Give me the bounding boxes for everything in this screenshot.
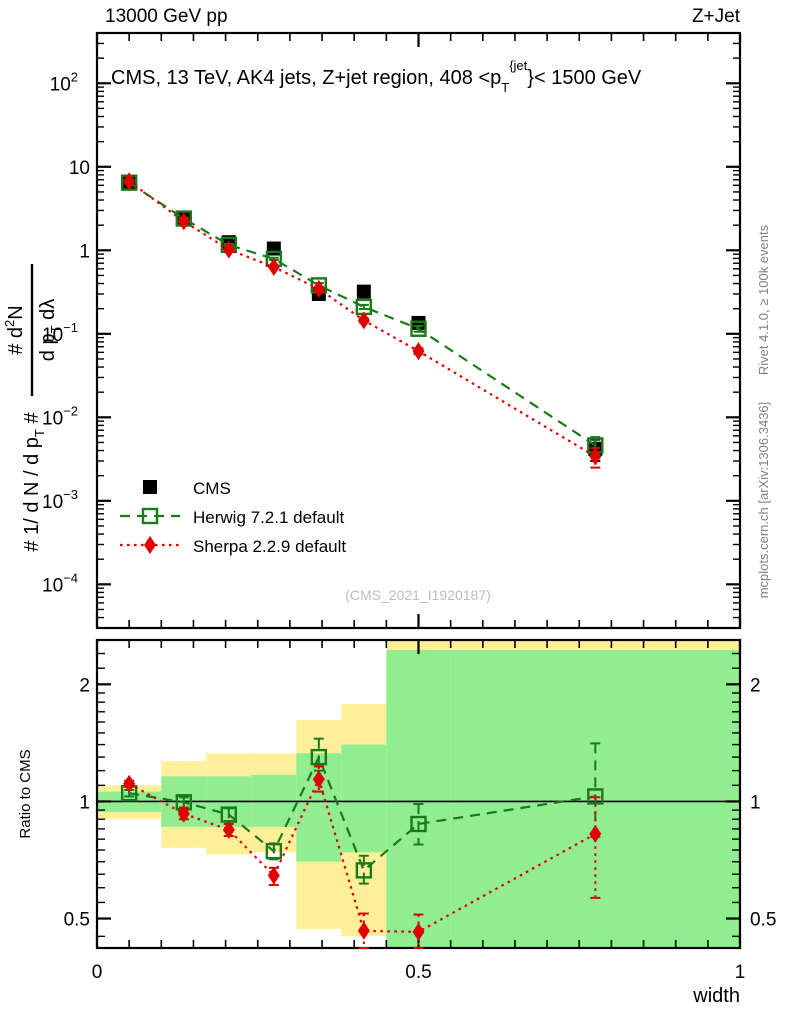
main-panel-title: CMS, 13 TeV, AK4 jets, Z+jet region, 408… xyxy=(111,58,642,95)
x-axis-label: width xyxy=(692,985,740,1007)
x-axis-ticks xyxy=(95,33,742,628)
ratio-series-sherpa xyxy=(123,765,602,949)
marker-diamond-filled xyxy=(222,820,235,839)
main-y-tick-label: 1 xyxy=(79,241,90,262)
ratio-y-tick-label-right: 0.5 xyxy=(750,910,776,931)
y-label-prefix: # 1/ d N / d pT # xyxy=(21,412,47,552)
main-y-ticks xyxy=(97,32,740,629)
header-left: 13000 GeV pp xyxy=(105,6,228,27)
marker-diamond-filled xyxy=(589,824,602,843)
marker-diamond-filled xyxy=(177,212,190,231)
main-y-tick-label: 10−1 xyxy=(42,320,78,346)
sidebar-rivet-version: Rivet 4.1.0, ≥ 100k events xyxy=(756,224,771,375)
main-series-group xyxy=(120,172,604,469)
x-tick-label: 1 xyxy=(735,962,746,983)
main-y-tick-label: 102 xyxy=(50,69,78,95)
ratio-y-tick-label-right: 2 xyxy=(750,675,761,696)
ratio-y-tick-label: 0.5 xyxy=(64,910,90,931)
marker-diamond-filled xyxy=(177,804,190,823)
y-label-numerator: # d2N xyxy=(2,305,27,355)
marker-square-filled xyxy=(266,241,281,256)
series-sherpa xyxy=(123,172,602,469)
marker-diamond-filled xyxy=(144,536,156,554)
band-inner xyxy=(296,753,342,862)
ratio-uncertainty-bands xyxy=(97,640,740,948)
marker-square-filled xyxy=(143,480,157,494)
marker-square-open xyxy=(141,507,159,525)
ratio-y-tick-label: 1 xyxy=(79,792,90,813)
main-y-axis-label: # d2N d pT dλ # 1/ d N / d pT # xyxy=(2,264,63,552)
y-label-denominator: d pT dλ xyxy=(37,299,63,361)
marker-diamond-filled xyxy=(412,922,425,941)
marker-diamond-filled xyxy=(312,770,325,789)
marker-square-open xyxy=(410,320,427,337)
marker-diamond-filled xyxy=(357,921,370,940)
marker-square-filled xyxy=(356,284,371,299)
x-tick-label: 0 xyxy=(92,962,103,983)
marker-diamond-filled xyxy=(222,240,235,259)
legend-item[interactable]: Herwig 7.2.1 default xyxy=(120,507,344,527)
ratio-series-group xyxy=(120,737,604,949)
main-y-tick-label: 10 xyxy=(69,158,90,179)
marker-diamond-filled xyxy=(123,172,136,191)
ratio-line xyxy=(128,754,596,873)
marker-diamond-filled xyxy=(589,447,602,466)
marker-square-open xyxy=(310,748,328,766)
band-inner xyxy=(386,650,451,948)
legend-item[interactable]: CMS xyxy=(143,479,231,498)
marker-square-open xyxy=(410,815,427,833)
legend-label: Sherpa 2.2.9 default xyxy=(193,537,346,556)
ratio-series-herwig xyxy=(120,737,604,885)
legend: CMS Herwig 7.2.1 default Sherpa 2.2.9 defa… xyxy=(120,479,346,556)
ratio-y-ticks xyxy=(97,639,740,938)
legend-item[interactable]: Sherpa 2.2.9 default xyxy=(120,536,346,556)
watermark-label: (CMS_2021_I1920187) xyxy=(345,587,491,603)
sidebar-mcplots-reference: mcplots.cern.ch [arXiv:1306.3436] xyxy=(756,402,771,599)
legend-label: CMS xyxy=(193,479,231,498)
marker-square-open xyxy=(265,842,283,860)
header-right: Z+Jet xyxy=(692,6,741,27)
marker-diamond-filled xyxy=(267,258,280,277)
x-tick-label: 0.5 xyxy=(405,962,431,983)
main-y-tick-label: 10−4 xyxy=(42,570,78,596)
marker-square-open xyxy=(587,788,604,805)
ratio-line xyxy=(128,776,596,934)
marker-diamond-filled xyxy=(123,774,136,793)
main-y-tick-label: 10−3 xyxy=(42,487,78,513)
marker-diamond-filled xyxy=(357,311,370,330)
marker-diamond-filled xyxy=(312,279,325,298)
main-y-tick-label: 10−2 xyxy=(42,403,78,429)
legend-label: Herwig 7.2.1 default xyxy=(193,508,344,527)
ratio-y-tick-label: 2 xyxy=(79,675,90,696)
marker-square-open xyxy=(355,862,373,879)
ratio-y-tick-label-right: 1 xyxy=(750,792,761,813)
ratio-y-axis-label: Ratio to CMS xyxy=(17,749,34,838)
band-inner xyxy=(341,744,387,853)
marker-diamond-filled xyxy=(412,342,425,361)
marker-diamond-filled xyxy=(267,866,280,885)
